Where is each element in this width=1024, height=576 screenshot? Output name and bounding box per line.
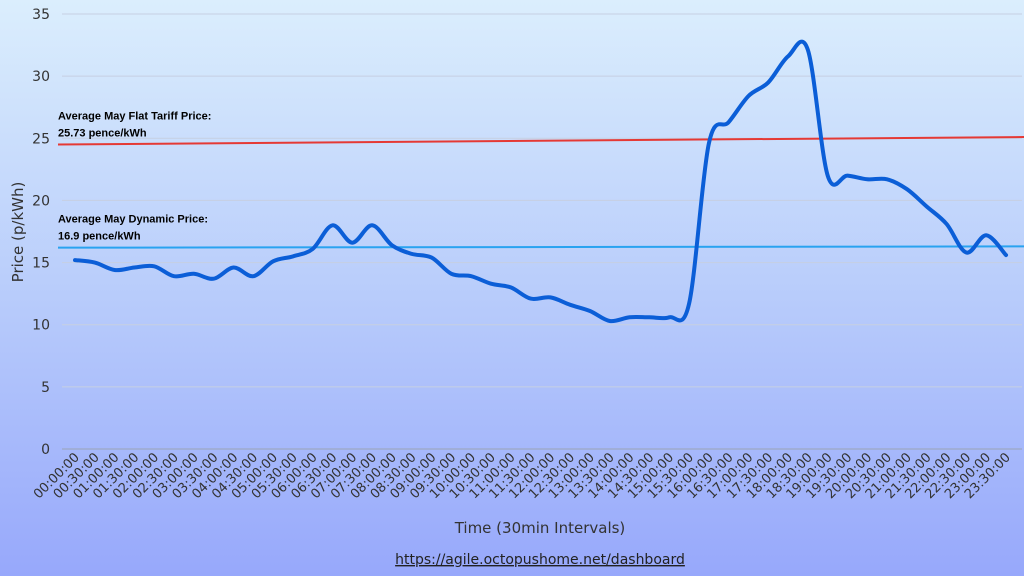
y-tick-label: 15 [32, 256, 50, 272]
y-axis-ticks: 0 5 10 15 20 25 30 35 [32, 7, 50, 458]
y-tick-label: 20 [32, 193, 50, 209]
x-axis-title: Time (30min Intervals) [454, 519, 626, 537]
source-link[interactable]: https://agile.octopushome.net/dashboard [395, 552, 685, 568]
series-layer [73, 39, 1008, 324]
y-tick-label: 25 [32, 131, 50, 147]
reference-label-value: 25.73 pence/kWh [58, 128, 147, 140]
y-tick-label: 30 [32, 69, 50, 85]
y-tick-label: 5 [41, 380, 50, 396]
y-tick-label: 10 [32, 318, 50, 334]
price-series-line [73, 39, 1008, 324]
reference-label-title: Average May Flat Tariff Price: [58, 111, 211, 123]
reference-line [57, 136, 1024, 146]
reference-label-value: 16.9 pence/kWh [58, 231, 141, 243]
reference-label-title: Average May Dynamic Price: [58, 214, 208, 226]
y-tick-label: 0 [41, 442, 50, 458]
reference-lines: Average May Flat Tariff Price: 25.73 penc… [57, 111, 1024, 249]
y-tick-label: 35 [32, 7, 50, 23]
reference-line [57, 245, 1024, 249]
gridlines [62, 13, 1022, 450]
y-axis-title: Price (p/kWh) [9, 182, 27, 283]
x-axis-ticks: 00:00:0000:30:0001:00:0001:30:0002:00:00… [31, 450, 1014, 502]
